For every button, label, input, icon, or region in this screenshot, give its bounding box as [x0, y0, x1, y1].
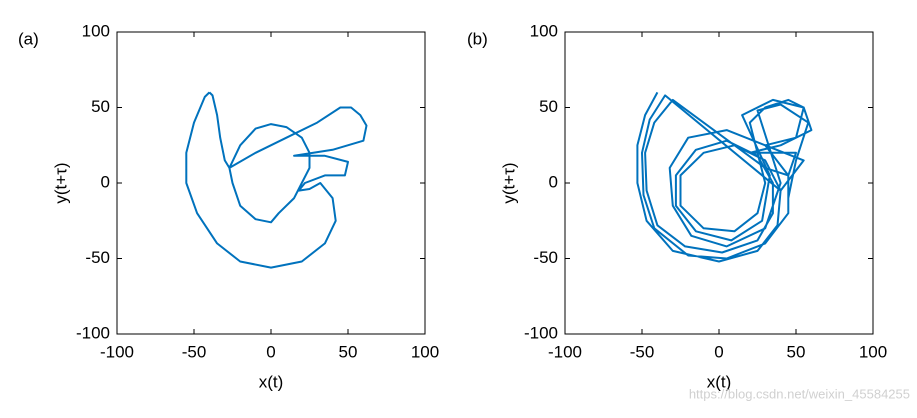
x-tick-label: 50: [787, 342, 806, 361]
panel-label: (a): [18, 29, 39, 48]
y-tick-label: 0: [549, 172, 558, 191]
x-tick-label: 0: [266, 342, 275, 361]
x-tick-label: -50: [182, 342, 207, 361]
y-tick-label: -50: [85, 248, 110, 267]
y-tick-label: 0: [101, 172, 110, 191]
x-axis-label: x(t): [259, 372, 284, 391]
x-tick-label: 50: [339, 342, 358, 361]
y-tick-label: 100: [82, 21, 110, 40]
x-tick-label: 0: [714, 342, 723, 361]
x-tick-label: 100: [411, 342, 439, 361]
watermark: https://blog.csdn.net/weixin_45584255: [689, 386, 910, 401]
panel-label: (b): [467, 29, 488, 48]
y-axis-label: y(t+τ): [51, 162, 70, 203]
trajectory: [636, 91, 813, 263]
axes-box: [564, 31, 874, 335]
x-tick-label: -100: [548, 342, 582, 361]
y-tick-label: -100: [524, 323, 558, 342]
trajectory: [185, 91, 368, 269]
axes-box: [116, 31, 426, 335]
y-tick-label: -50: [533, 248, 558, 267]
x-tick-label: 100: [859, 342, 887, 361]
x-tick-label: -50: [630, 342, 655, 361]
x-tick-label: -100: [100, 342, 134, 361]
y-tick-label: -100: [76, 323, 110, 342]
y-tick-label: 50: [91, 97, 110, 116]
y-tick-label: 100: [530, 21, 558, 40]
x-axis-label: x(t): [707, 372, 732, 391]
y-tick-label: 50: [539, 97, 558, 116]
y-axis-label: y(t+τ): [499, 162, 518, 203]
